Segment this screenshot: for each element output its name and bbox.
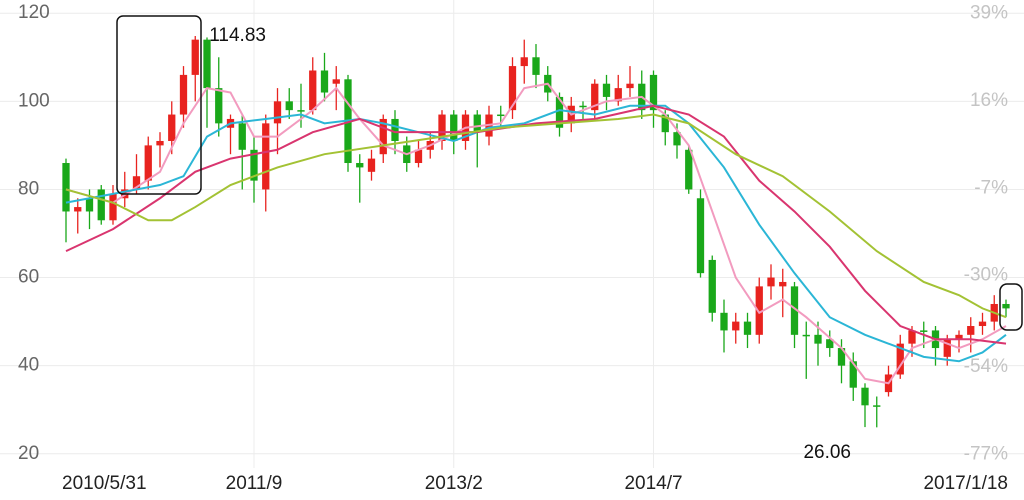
x-tick-label: 2014/7 <box>624 473 682 494</box>
y2-tick-label: -7% <box>974 177 1008 198</box>
x-tick-label: 2013/2 <box>425 473 483 494</box>
candle-body <box>215 88 223 124</box>
y-tick-label: 120 <box>18 2 50 23</box>
candle-body <box>473 114 481 133</box>
y-tick-label: 100 <box>18 90 50 111</box>
candle-body <box>978 321 987 327</box>
candle-body <box>826 339 834 349</box>
candle-body <box>520 57 528 67</box>
candle-body <box>391 118 399 141</box>
candle-body <box>332 79 340 84</box>
candle-body <box>849 361 857 388</box>
highlight-box <box>999 283 1023 331</box>
candle-body <box>555 96 564 128</box>
annotation: 26.06 <box>803 442 851 463</box>
candle-body <box>250 149 258 181</box>
candle-body <box>732 321 740 331</box>
moving-average-line <box>65 82 1007 385</box>
candle-body <box>802 334 810 337</box>
candle-body <box>649 74 658 111</box>
highlight-box <box>116 15 202 195</box>
y-tick-label: 20 <box>18 443 39 464</box>
y-tick-label: 80 <box>18 178 39 199</box>
candle-body <box>837 348 846 366</box>
candle-body <box>450 114 458 141</box>
candle-body <box>379 118 387 155</box>
candle-body <box>779 281 787 287</box>
candle-body <box>191 39 199 75</box>
candle-body <box>85 198 94 212</box>
candle-body <box>285 101 293 111</box>
candle-body <box>661 114 669 133</box>
candle-body <box>414 149 423 164</box>
annotation: 114.83 <box>209 25 266 46</box>
candle-body <box>943 339 951 357</box>
candle-body <box>309 70 317 111</box>
x-tick-label: 2010/5/31 <box>62 473 147 494</box>
y-tick-label: 40 <box>18 355 39 376</box>
candle-body <box>908 330 916 344</box>
candle-body <box>144 145 152 181</box>
candle-body <box>861 387 869 406</box>
moving-average-line <box>65 113 1007 319</box>
y2-tick-label: 39% <box>970 2 1008 23</box>
candle-body <box>626 83 634 89</box>
candle-body <box>438 114 446 141</box>
candle-body <box>790 286 799 335</box>
candle-body <box>579 105 587 108</box>
candle-body <box>297 110 305 112</box>
candle-body <box>696 198 705 274</box>
candle-body <box>320 70 329 93</box>
candle-body <box>1002 303 1010 309</box>
candle-body <box>508 66 517 111</box>
candle-body <box>955 334 963 340</box>
candle-body <box>814 334 822 344</box>
y-tick-label: 60 <box>18 267 39 288</box>
candle-body <box>97 189 105 221</box>
y2-tick-label: -54% <box>964 356 1008 377</box>
candle-body <box>273 101 282 124</box>
candle-body <box>708 259 716 313</box>
candle-body <box>168 114 176 141</box>
candle-body <box>591 83 599 111</box>
candle-body <box>238 123 246 150</box>
candle-body <box>614 88 622 102</box>
candle-body <box>755 286 763 335</box>
candle-body <box>743 321 752 335</box>
candle-body <box>967 326 975 335</box>
y2-tick-label: 16% <box>970 90 1008 111</box>
y2-tick-label: -30% <box>964 265 1008 286</box>
candle-body <box>109 193 117 221</box>
x-tick-label: 2017/1/18 <box>923 473 1008 494</box>
candle-body <box>873 405 881 407</box>
candle-body <box>74 207 82 212</box>
candle-body <box>356 163 364 168</box>
candle-body <box>720 312 728 331</box>
moving-average-line <box>65 104 1007 363</box>
candle-body <box>896 343 904 375</box>
candle-body <box>920 330 928 332</box>
candle-body <box>367 158 376 172</box>
candle-body <box>532 57 540 75</box>
candle-body <box>132 176 141 190</box>
y2-tick-label: -77% <box>964 443 1008 464</box>
candle-body <box>156 140 164 146</box>
candle-body <box>497 114 505 117</box>
candle-body <box>767 277 775 287</box>
candle-body <box>262 123 270 190</box>
moving-average-line <box>65 104 1007 345</box>
x-tick-label: 2011/9 <box>226 473 283 494</box>
candle-body <box>673 132 681 146</box>
candle-body <box>62 163 70 212</box>
candle-body <box>179 74 188 115</box>
candle-body <box>602 83 611 97</box>
candle-body <box>685 149 693 190</box>
candle-body <box>203 39 211 89</box>
